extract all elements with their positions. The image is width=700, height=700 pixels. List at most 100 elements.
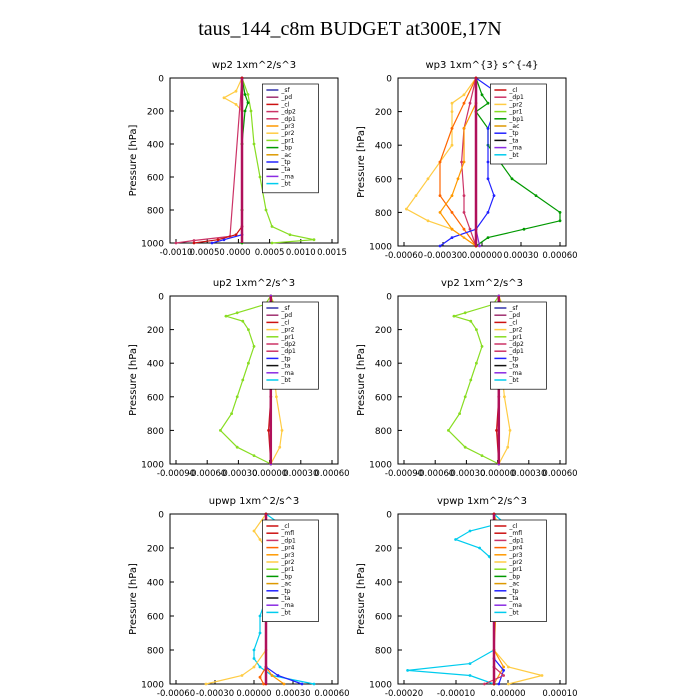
y-tick-label: 800 [147,647,164,657]
x-tick-label: .0000 [226,248,250,258]
legend-label-ta: _ta [280,363,290,370]
series-point-pr2 [240,674,244,677]
legend-label-pr2: _pr2 [280,327,294,334]
series-point-tp [222,238,226,242]
y-tick-label: 1000 [369,681,392,691]
plot-frame [397,295,567,465]
series-point-pr2 [278,445,282,449]
series-line-pr2 [222,77,243,243]
series-point-bp [480,93,484,97]
chart-panel-4: vp2 1xm^2/s^3 Pressure [hPa] 0 200 400 600 800… [356,278,578,479]
series-point-bt [468,529,472,533]
series-point-bt [487,555,491,558]
series-point-bp [510,177,514,181]
legend-label-ta: _ta [508,363,518,370]
legend-label-tp: _tp [280,159,290,166]
series-point-pr2 [507,665,510,669]
legend-label-sf: _sf [280,87,290,94]
legend-label-sf: _sf [280,305,290,312]
legend-label-pr1: _pr1 [508,109,522,116]
series-line-dp1 [460,77,477,247]
y-tick-label: 800 [147,207,164,217]
series-point-pr2 [450,101,454,105]
legend-label-pr2: _pr2 [280,130,294,137]
legend-label-cl: _cl [280,319,289,326]
legend-label-pr1: _pr1 [508,334,522,341]
series-line-pr1 [241,77,315,244]
series-point-tp [300,682,304,686]
legend-label-bt: _bt [508,377,519,384]
y-axis-label: Pressure [hPa] [356,126,367,198]
series-point-pr1 [247,361,250,365]
legend-label-pr2: _pr2 [280,559,294,566]
series-point-pr1 [252,142,256,146]
series-point-cl [192,241,196,245]
legend-label-ac: _ac [508,581,519,588]
series-point-tp [486,177,490,181]
series-point-pr2 [503,395,506,399]
x-tick-label: -0.00060 [157,689,195,699]
y-axis-label: Pressure [hPa] [128,344,139,416]
legend-label-pr2: _pr2 [508,327,522,334]
series-point-pr1 [235,395,239,399]
series-point-pr3 [450,227,454,231]
series-point-pr2 [252,665,256,669]
legend-label-pr3: _pr3 [508,552,522,559]
x-tick-label: -0.00010 [437,689,475,699]
x-tick-label: 0.00000 [480,469,515,479]
series-point-bt [252,648,256,652]
y-tick-label: 600 [375,613,392,623]
y-axis-label: Pressure [hPa] [356,563,367,635]
legend-label-cl: _cl [508,87,517,94]
legend-label-ma: _ma [280,602,294,609]
series-point-pr1 [252,345,256,348]
legend-label-tp: _tp [508,588,518,595]
series-point-cl [495,429,498,432]
series-point-pr2 [506,445,510,449]
series-point-pr1 [480,345,484,348]
legend-label-mfl: _mfl [280,530,294,537]
legend-label-bp1: _bp1 [508,116,524,123]
x-tick-label: -0.0010 [160,248,193,258]
series-point-pr2 [414,194,418,198]
series-point-pr2 [234,103,238,106]
series-point-pr2 [280,429,284,432]
y-tick-label: 200 [375,326,392,336]
chart-title: up2 1xm^2/s^3 [213,278,295,289]
y-tick-label: 400 [375,579,392,589]
x-tick-label: 0.00050 [190,248,225,258]
series-point-cl [234,233,238,237]
series-point-pr2 [258,538,262,541]
legend-label-dp1: _dp1 [508,537,524,544]
series-point-pr1 [469,319,473,323]
legend-label-bp: _bp [508,573,520,580]
y-tick-label: 0 [386,511,392,521]
series-point-pr1 [447,429,450,432]
x-tick-label: -0.00030 [196,689,234,699]
series-point-tp [486,126,490,130]
series-point-pr1 [219,429,222,432]
y-axis-label: Pressure [hPa] [128,563,139,635]
series-point-pr4 [258,675,262,679]
legend-label-ma: _ma [508,145,522,152]
y-tick-label: 0 [158,75,164,85]
series-point-pr1 [480,454,484,457]
y-tick-label: 600 [375,175,392,185]
legend-label-ta: _ta [280,595,290,602]
series-point-pr2 [450,110,454,113]
x-tick-label: 0.00000 [252,469,287,479]
series-point-pr2 [405,207,408,211]
y-tick-label: 600 [147,174,164,184]
series-line-pr4 [439,77,477,247]
chart-panel-3: up2 1xm^2/s^3 Pressure [hPa] 0 200 400 600 800… [128,278,350,479]
series-point-pr2 [540,674,544,677]
y-tick-label: 800 [375,209,392,219]
series-point-pr1 [475,328,478,331]
y-tick-label: 1000 [141,681,164,691]
chart-panel-6: vpwp 1xm^2/s^3 Pressure [hPa] 0 200 400 600 80… [356,496,578,699]
series-point-pr1 [463,445,467,449]
series-point-tp [497,682,501,686]
legend-label-tp: _tp [508,355,518,362]
legend-label-cl: _cl [508,523,517,530]
y-tick-label: 400 [147,360,164,370]
